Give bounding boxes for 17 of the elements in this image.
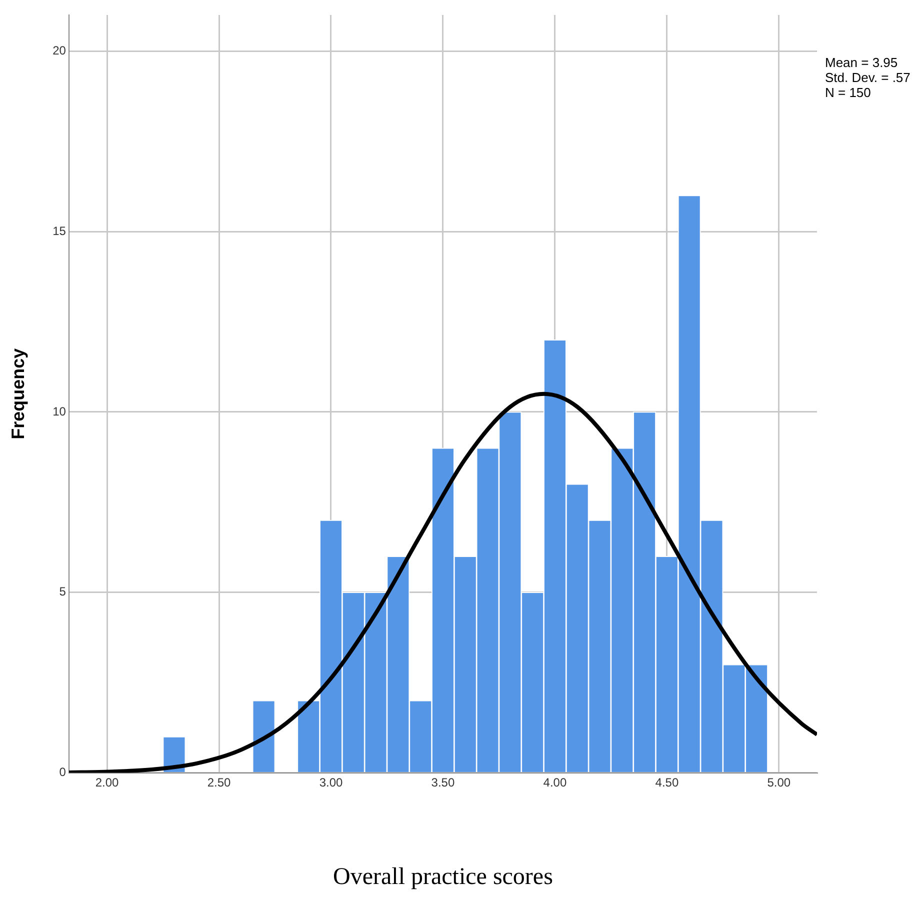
x-tick-label: 4.00 [543, 775, 567, 790]
y-tick-label: 20 [52, 43, 66, 58]
text: Mean = 3.95 [825, 55, 898, 70]
y-tick-label: 5 [59, 584, 66, 599]
x-tick-label: 3.50 [431, 775, 455, 790]
x-tick-label: 2.50 [207, 775, 232, 790]
x-tick-label: 5.00 [767, 775, 791, 790]
text: N = 150 [825, 85, 871, 100]
y-tick-label: 0 [59, 765, 66, 780]
x-tick-label: 4.50 [655, 775, 679, 790]
x-tick-label: 2.00 [95, 775, 120, 790]
x-tick-label: 3.00 [319, 775, 343, 790]
y-axis-title: Frequency [8, 348, 28, 440]
y-tick-label: 10 [52, 404, 66, 418]
y-tick-label: 15 [52, 224, 66, 238]
x-axis-title: Overall practice scores [333, 864, 553, 890]
text: Std. Dev. = .57 [825, 70, 910, 86]
